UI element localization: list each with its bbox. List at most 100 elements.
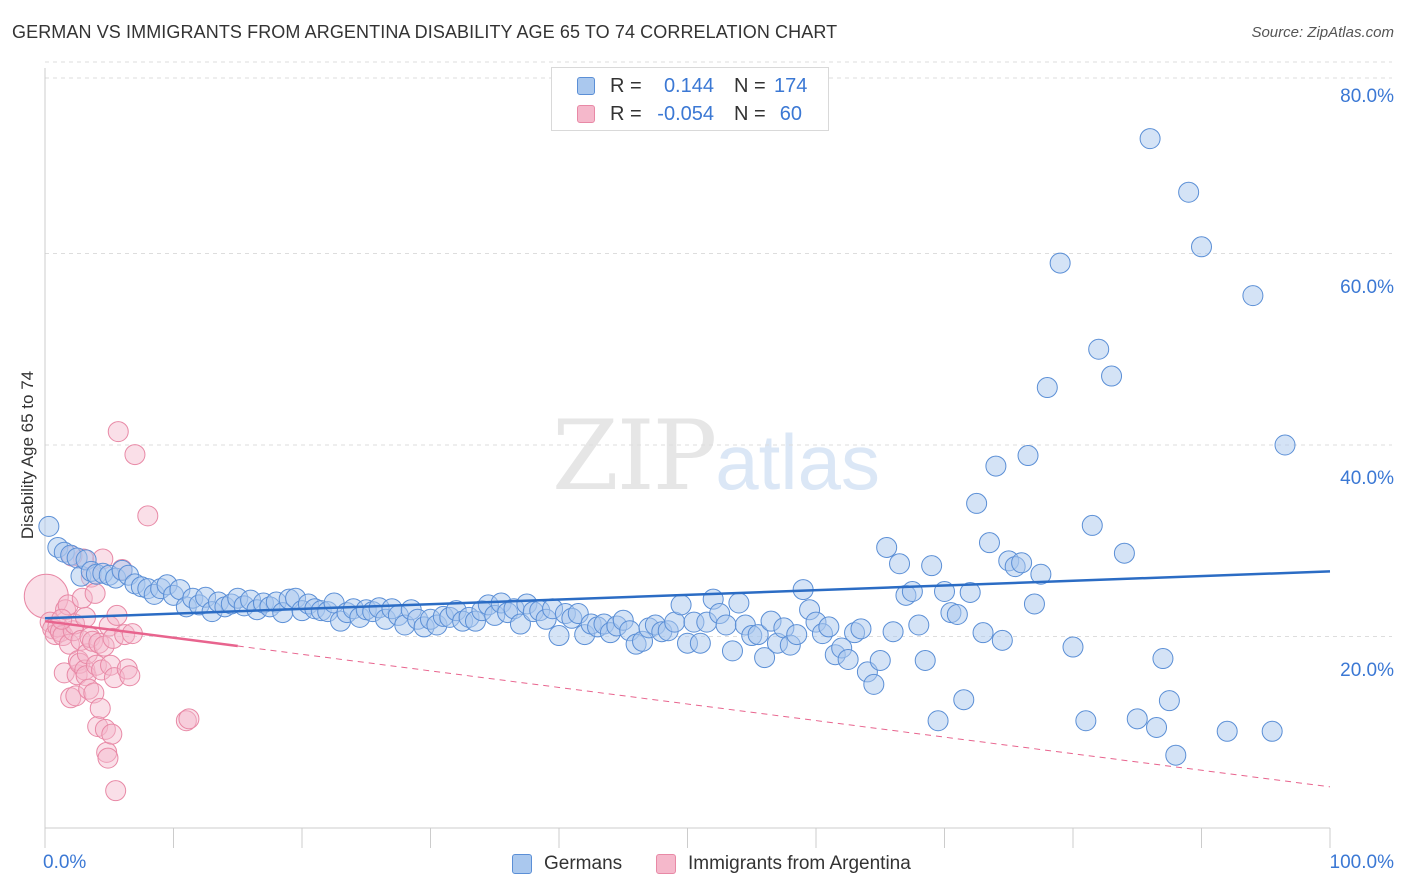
data-point-germans xyxy=(1126,708,1148,730)
legend-r-label: R = xyxy=(610,75,642,97)
legend-swatch-blue xyxy=(577,77,595,95)
data-point-germans xyxy=(670,594,692,616)
legend-n-label: N = xyxy=(734,103,766,125)
data-point-germans xyxy=(1113,542,1135,564)
data-point-argentina xyxy=(84,582,106,604)
data-point-germans xyxy=(1146,716,1168,738)
chart-source: Source: ZipAtlas.com xyxy=(1251,24,1394,41)
data-point-germans xyxy=(1158,690,1180,712)
x-tick-label-max: 100.0% xyxy=(1329,852,1394,873)
data-point-germans xyxy=(1011,552,1033,574)
data-point-germans xyxy=(985,455,1007,477)
data-point-argentina xyxy=(70,629,92,651)
data-point-germans xyxy=(689,632,711,654)
data-point-germans xyxy=(1088,338,1110,360)
data-point-germans xyxy=(1261,720,1283,742)
data-point-argentina xyxy=(101,723,123,745)
data-point-argentina xyxy=(137,505,159,527)
data-point-argentina xyxy=(57,594,79,616)
data-point-germans xyxy=(850,618,872,640)
legend-swatch-germans xyxy=(512,854,532,874)
data-point-germans xyxy=(1062,636,1084,658)
data-point-argentina xyxy=(178,708,200,730)
x-tick-label-min: 0.0% xyxy=(43,852,87,873)
data-point-germans xyxy=(1030,563,1052,585)
chart-title: GERMAN VS IMMIGRANTS FROM ARGENTINA DISA… xyxy=(12,22,838,42)
data-point-germans xyxy=(908,614,930,636)
data-point-germans xyxy=(509,613,531,635)
legend-r-value: -0.054 xyxy=(657,103,714,125)
legend-r-value: 0.144 xyxy=(663,75,714,97)
data-point-argentina xyxy=(100,654,122,676)
data-point-germans xyxy=(1101,365,1123,387)
data-point-germans xyxy=(747,624,769,646)
data-point-germans xyxy=(1274,434,1296,456)
data-point-germans xyxy=(1036,377,1058,399)
data-point-germans xyxy=(882,621,904,643)
trendline-argentina xyxy=(44,619,238,648)
data-point-germans xyxy=(1178,181,1200,203)
data-point-argentina xyxy=(105,780,127,802)
data-point-argentina xyxy=(65,685,87,707)
data-point-germans xyxy=(966,492,988,514)
watermark-zip: ZIP xyxy=(552,400,717,512)
y-tick-label-40: 40.0% xyxy=(1340,468,1394,489)
legend-r-label: R = xyxy=(610,103,642,125)
data-point-germans xyxy=(876,536,898,558)
trendline-argentina-projection xyxy=(237,645,1331,788)
data-point-germans xyxy=(1023,593,1045,615)
data-point-germans xyxy=(869,649,891,671)
legend-row-argentina: R = -0.054 N = 60 xyxy=(552,100,828,128)
data-point-germans xyxy=(1152,648,1174,670)
data-point-germans xyxy=(715,614,737,636)
data-point-germans xyxy=(754,647,776,669)
data-point-argentina xyxy=(51,608,73,630)
watermark-atlas: atlas xyxy=(715,418,880,506)
trendline-germans xyxy=(44,570,1331,620)
data-point-germans xyxy=(972,622,994,644)
data-point-argentina xyxy=(52,625,74,647)
data-point-germans xyxy=(1242,285,1264,307)
data-point-germans xyxy=(548,625,570,647)
data-point-germans xyxy=(728,592,750,614)
data-point-argentina xyxy=(93,635,115,657)
data-point-germans xyxy=(1049,252,1071,274)
data-point-argentina xyxy=(89,697,111,719)
legend-label-argentina: Immigrants from Argentina xyxy=(688,853,911,874)
data-point-germans xyxy=(959,581,981,603)
data-point-germans xyxy=(818,616,840,638)
data-point-argentina xyxy=(119,665,141,687)
data-point-germans xyxy=(953,689,975,711)
data-point-argentina xyxy=(124,444,146,466)
data-point-germans xyxy=(946,603,968,625)
data-point-germans xyxy=(889,553,911,575)
data-point-germans xyxy=(1017,445,1039,467)
data-point-germans xyxy=(1081,514,1103,536)
data-point-argentina xyxy=(97,747,119,769)
data-point-germans xyxy=(721,640,743,662)
data-point-germans xyxy=(837,648,859,670)
data-point-germans xyxy=(978,532,1000,554)
data-point-germans xyxy=(914,649,936,671)
data-point-argentina xyxy=(107,421,129,443)
legend-swatch-argentina xyxy=(656,854,676,874)
data-point-germans xyxy=(1139,128,1161,150)
data-point-germans xyxy=(927,710,949,732)
y-tick-label-60: 60.0% xyxy=(1340,277,1394,298)
legend-n-value: 174 xyxy=(774,75,808,97)
legend-label-germans: Germans xyxy=(544,853,623,874)
data-point-germans xyxy=(1075,710,1097,732)
data-point-germans xyxy=(991,629,1013,651)
correlation-legend: R = 0.144 N = 174 R = -0.054 N = 60 xyxy=(551,67,829,131)
data-point-germans xyxy=(921,555,943,577)
data-point-germans xyxy=(1216,720,1238,742)
data-point-germans xyxy=(863,673,885,695)
data-point-germans xyxy=(786,624,808,646)
data-point-germans xyxy=(1191,236,1212,258)
data-point-argentina xyxy=(58,633,80,655)
legend-n-label: N = xyxy=(734,75,766,97)
data-point-germans xyxy=(38,515,60,537)
data-point-germans xyxy=(1165,744,1187,766)
y-tick-label-80: 80.0% xyxy=(1340,86,1394,107)
